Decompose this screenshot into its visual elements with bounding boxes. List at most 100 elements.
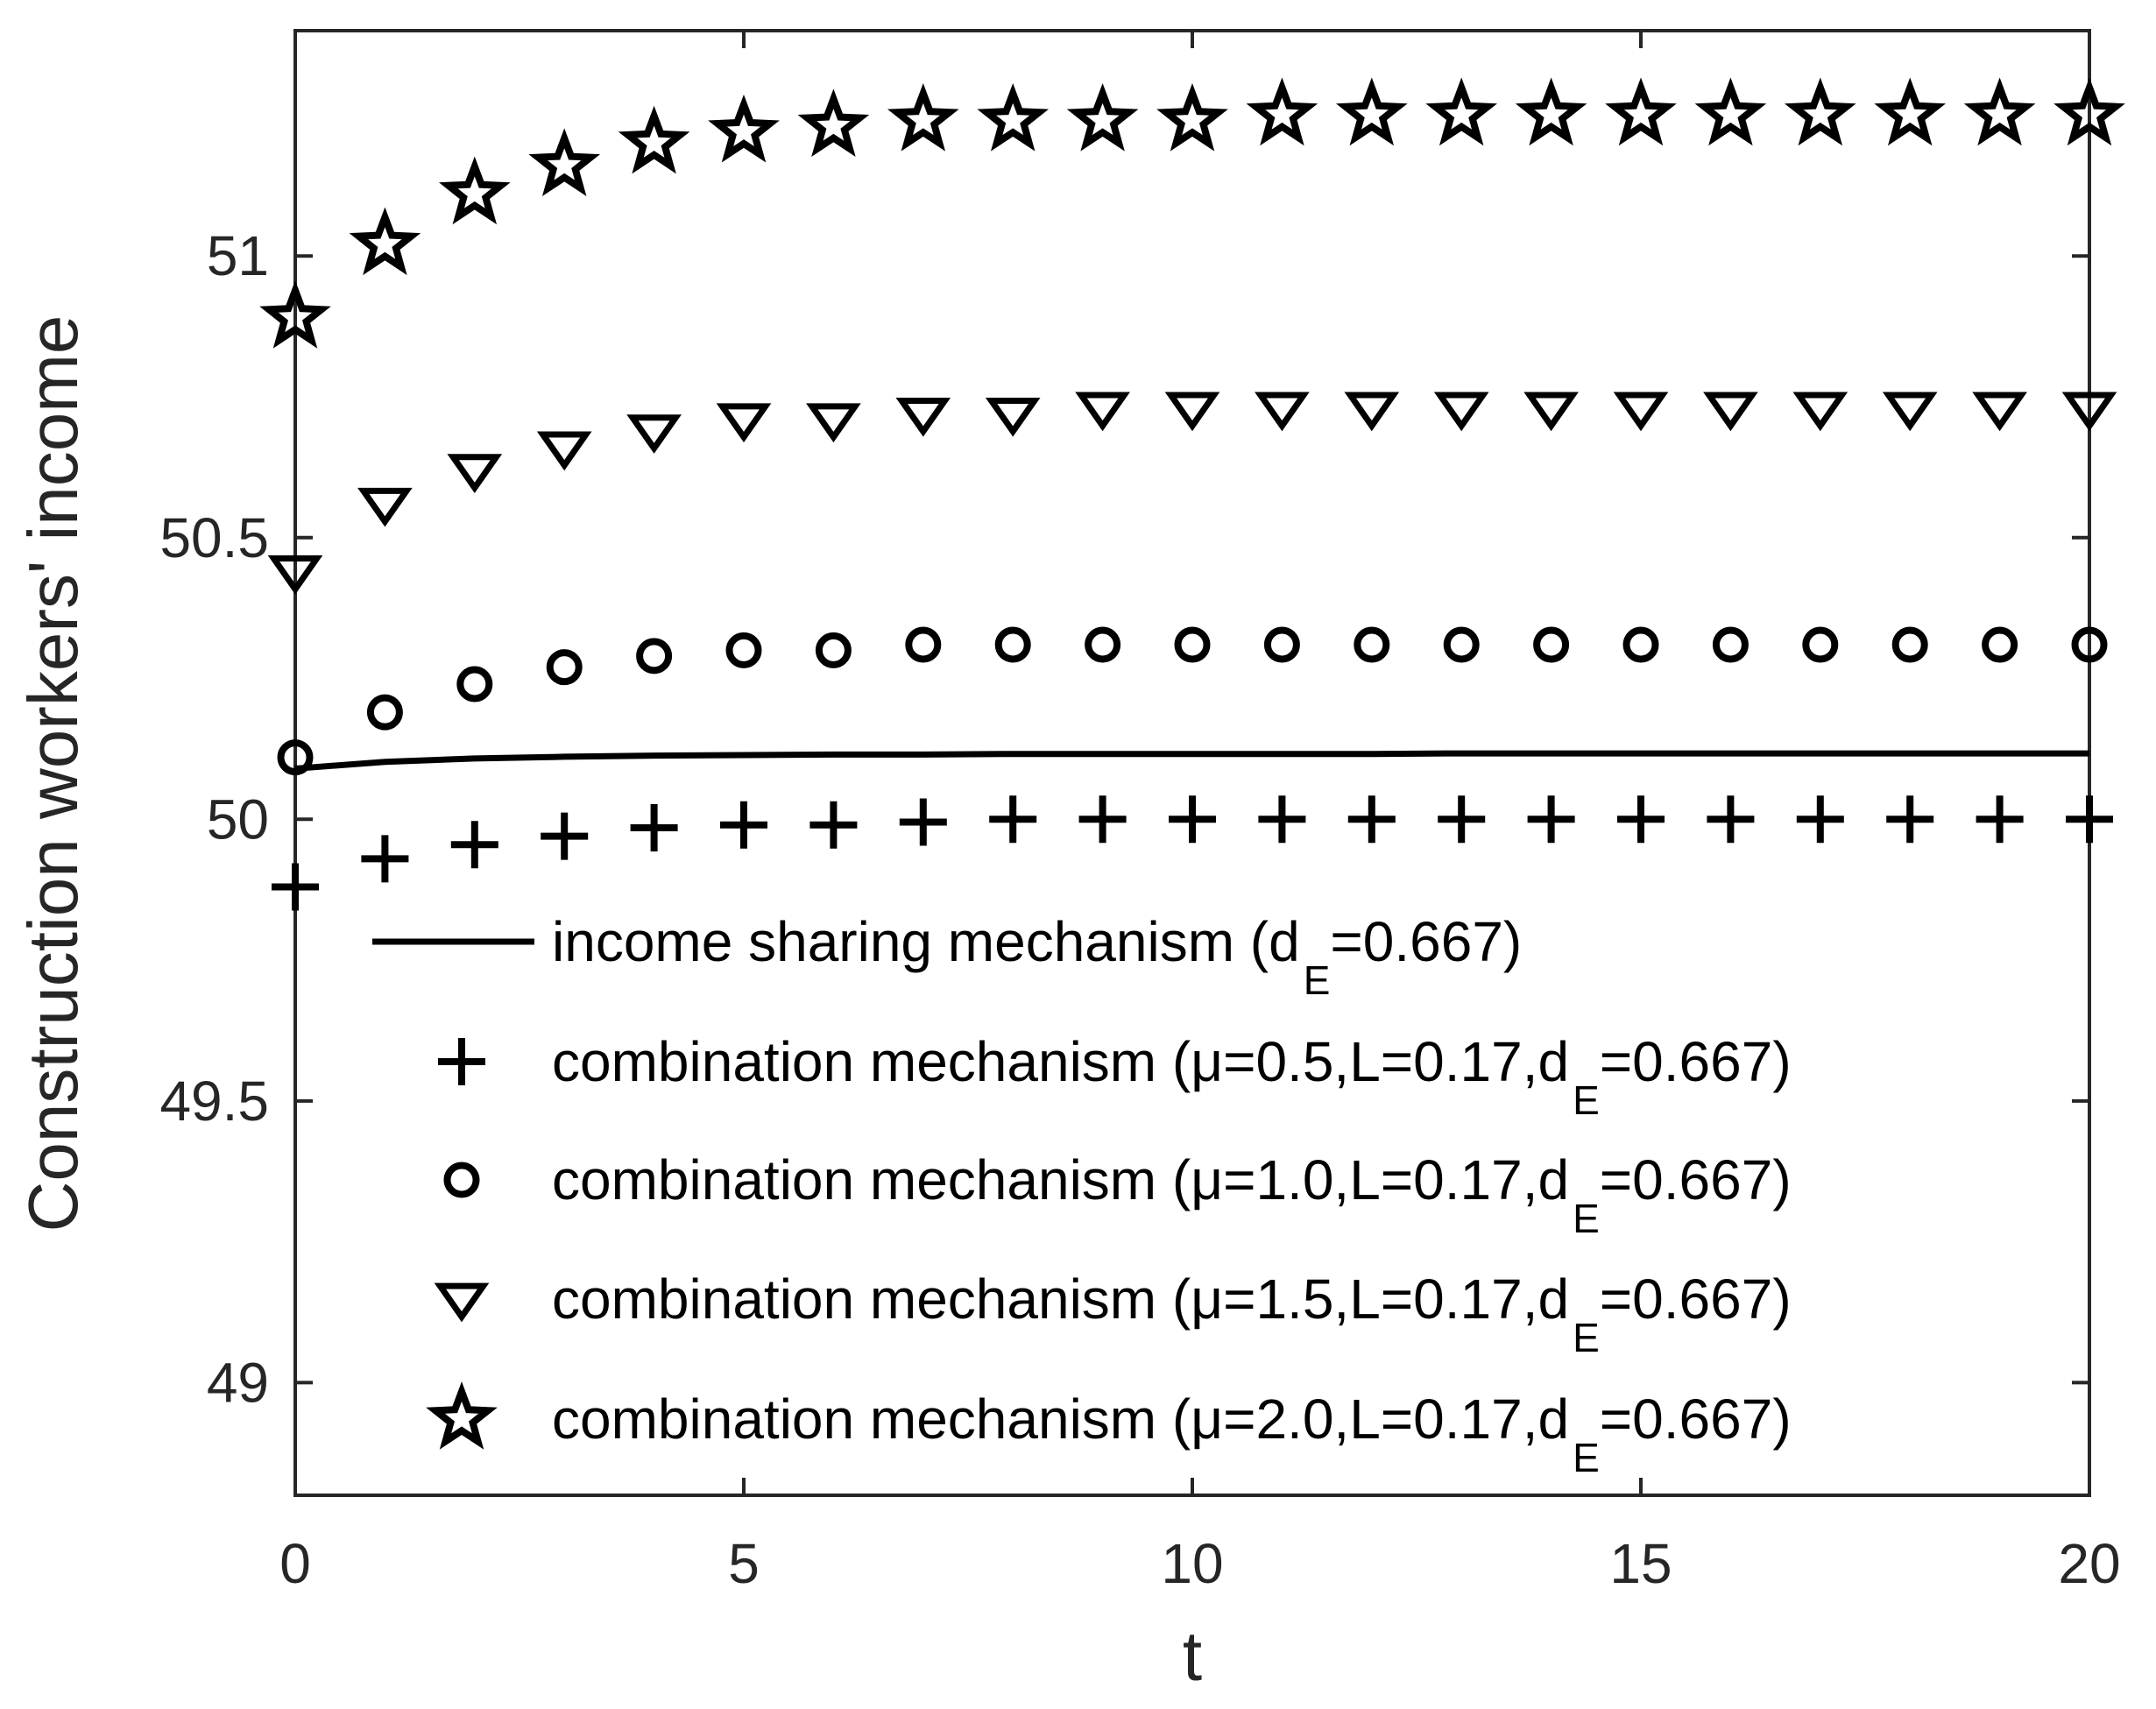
data-point-star bbox=[797, 88, 870, 158]
data-point-plus bbox=[899, 798, 947, 846]
legend-label: combination mechanism (μ=1.5,L=0.17,dE=0… bbox=[552, 1268, 1792, 1360]
data-point-triangle-down bbox=[1075, 392, 1130, 432]
data-point-star bbox=[618, 105, 690, 174]
legend-entry: combination mechanism (μ=1.0,L=0.17,dE=0… bbox=[443, 1148, 1792, 1241]
x-tick-label: 0 bbox=[279, 1532, 311, 1595]
data-point-triangle-down bbox=[1164, 392, 1220, 432]
data-point-triangle-down bbox=[1523, 392, 1579, 432]
data-point-plus bbox=[720, 801, 767, 849]
legend-label: combination mechanism (μ=2.0,L=0.17,dE=0… bbox=[552, 1388, 1792, 1480]
data-point-circle bbox=[1982, 626, 2018, 663]
data-point-plus bbox=[1707, 795, 1755, 844]
data-point-star bbox=[977, 82, 1050, 152]
data-point-circle bbox=[994, 626, 1031, 663]
data-point-circle bbox=[1891, 626, 1928, 663]
data-point-star bbox=[887, 82, 959, 152]
data-point-star bbox=[1246, 77, 1318, 146]
legend-symbol-plus bbox=[438, 1038, 485, 1085]
data-point-triangle-down bbox=[2061, 392, 2117, 432]
data-point-circle bbox=[905, 626, 942, 663]
data-point-circle bbox=[2071, 626, 2108, 663]
data-point-circle bbox=[1263, 626, 1300, 663]
data-point-triangle-down bbox=[1703, 392, 1758, 432]
data-point-triangle-down bbox=[1972, 392, 2027, 432]
data-point-plus bbox=[361, 835, 409, 883]
legend-entry: combination mechanism (μ=1.5,L=0.17,dE=0… bbox=[434, 1268, 1792, 1360]
data-point-star bbox=[349, 207, 421, 276]
legend-entry: income sharing mechanism (dE=0.667) bbox=[372, 910, 1522, 1003]
data-point-plus bbox=[989, 795, 1037, 844]
series-line bbox=[294, 750, 2089, 772]
data-point-star bbox=[528, 128, 601, 197]
data-point-plus bbox=[1796, 795, 1844, 844]
data-point-triangle-down bbox=[1882, 392, 1938, 432]
x-axis-ticks: 0 5 10 15 20 bbox=[279, 31, 2121, 1595]
data-point-triangle-down bbox=[1255, 392, 1310, 432]
data-point-star bbox=[1963, 77, 2036, 146]
data-point-star bbox=[1874, 77, 1947, 146]
data-point-star bbox=[1515, 77, 1587, 146]
data-point-triangle-down bbox=[985, 397, 1041, 437]
y-tick-label: 49.5 bbox=[159, 1070, 269, 1133]
series-layer bbox=[259, 77, 2125, 911]
data-point-plus bbox=[1438, 795, 1486, 844]
data-point-plus bbox=[2066, 795, 2113, 844]
legend: income sharing mechanism (dE=0.667) combi… bbox=[372, 910, 1792, 1480]
data-point-star bbox=[708, 94, 780, 163]
data-point-circle bbox=[1622, 626, 1659, 663]
data-point-plus bbox=[1527, 795, 1575, 844]
data-point-star bbox=[1156, 82, 1228, 152]
y-tick-label: 50 bbox=[207, 787, 269, 851]
data-point-plus bbox=[1886, 795, 1934, 844]
data-point-plus bbox=[541, 812, 589, 860]
data-point-circle bbox=[366, 694, 403, 731]
series-star bbox=[259, 77, 2125, 349]
series-plus bbox=[272, 795, 2113, 911]
x-tick-label: 5 bbox=[728, 1532, 760, 1595]
y-axis-title: Construction workers' income bbox=[14, 315, 92, 1232]
x-tick-label: 10 bbox=[1161, 1532, 1223, 1595]
legend-symbol-triangle-down bbox=[434, 1282, 490, 1323]
data-point-plus bbox=[272, 863, 319, 911]
data-point-circle bbox=[636, 638, 673, 674]
series-circle bbox=[277, 626, 2108, 776]
data-point-triangle-down bbox=[1433, 392, 1489, 432]
legend-label: combination mechanism (μ=1.0,L=0.17,dE=0… bbox=[552, 1148, 1792, 1241]
legend-label: combination mechanism (μ=0.5,L=0.17,dE=0… bbox=[552, 1030, 1792, 1123]
data-point-triangle-down bbox=[716, 403, 772, 443]
data-point-triangle-down bbox=[626, 414, 682, 454]
legend-symbol-star bbox=[426, 1381, 498, 1450]
data-point-star bbox=[1605, 77, 1677, 146]
legend-symbol-circle bbox=[443, 1162, 480, 1198]
y-tick-label: 50.5 bbox=[159, 506, 269, 569]
data-point-plus bbox=[809, 801, 858, 849]
data-point-triangle-down bbox=[536, 431, 592, 471]
data-point-triangle-down bbox=[1613, 392, 1669, 432]
data-point-circle bbox=[1802, 626, 1839, 663]
data-point-plus bbox=[1347, 795, 1396, 844]
legend-entry: combination mechanism (μ=2.0,L=0.17,dE=0… bbox=[426, 1381, 1792, 1480]
data-point-circle bbox=[1174, 626, 1211, 663]
data-point-circle bbox=[1354, 626, 1390, 663]
data-point-triangle-down bbox=[447, 454, 503, 493]
data-point-star bbox=[2054, 77, 2125, 146]
data-point-plus bbox=[1078, 795, 1127, 844]
data-point-circle bbox=[815, 632, 852, 668]
data-point-circle bbox=[546, 649, 583, 686]
data-point-triangle-down bbox=[267, 555, 323, 595]
data-point-star bbox=[1784, 77, 1856, 146]
data-point-triangle-down bbox=[895, 397, 951, 437]
data-point-plus bbox=[1258, 795, 1306, 844]
data-point-circle bbox=[1085, 626, 1121, 663]
data-point-triangle-down bbox=[1344, 392, 1400, 432]
data-point-star bbox=[1335, 77, 1408, 146]
y-axis-ticks: 49 49.5 50 50.5 51 bbox=[159, 224, 2089, 1414]
data-point-star bbox=[438, 156, 511, 225]
data-point-star bbox=[1425, 77, 1498, 146]
data-point-plus bbox=[450, 821, 498, 869]
series-triangle-down bbox=[267, 392, 2117, 595]
data-point-circle bbox=[456, 666, 493, 703]
legend-label: income sharing mechanism (dE=0.667) bbox=[552, 910, 1522, 1003]
